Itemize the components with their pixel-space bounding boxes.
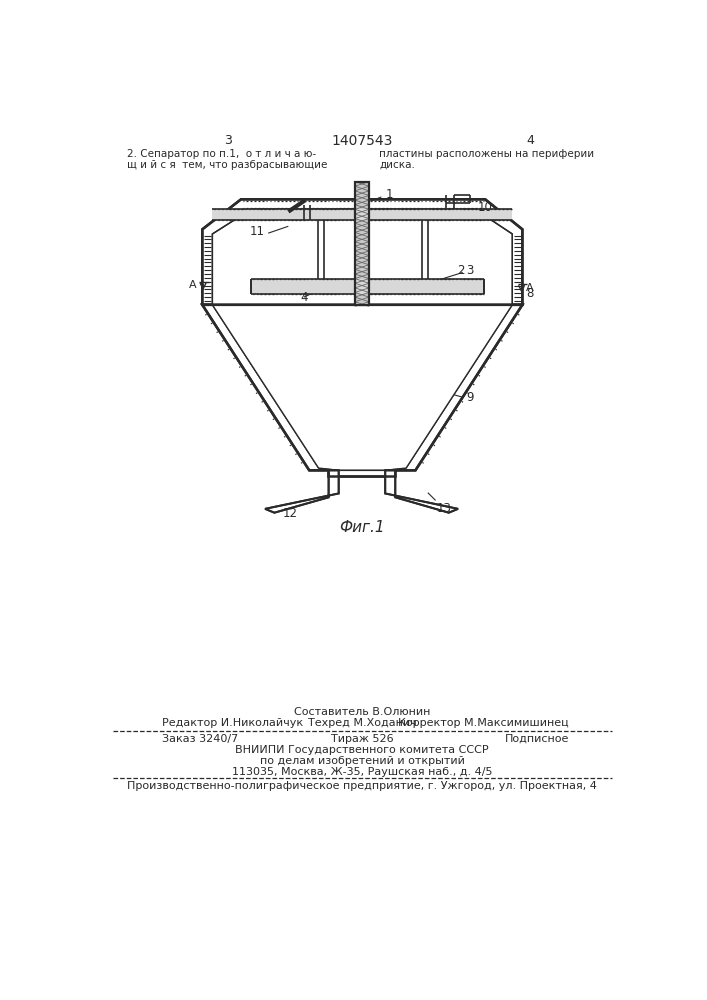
Text: 9: 9 [467,391,474,404]
Text: 4: 4 [526,134,534,147]
Text: по делам изобретений и открытий: по делам изобретений и открытий [259,756,464,766]
Polygon shape [202,305,522,477]
Polygon shape [265,470,339,513]
Text: Заказ 3240/7: Заказ 3240/7 [162,734,238,744]
Text: Редактор И.Николайчук: Редактор И.Николайчук [162,718,303,728]
Text: ВНИИПИ Государственного комитета СССР: ВНИИПИ Государственного комитета СССР [235,745,489,755]
Text: A: A [526,283,534,293]
Text: пластины расположены на периферии: пластины расположены на периферии [379,149,594,159]
Bar [355,182,369,305]
Text: 4: 4 [300,291,308,304]
Polygon shape [212,305,513,470]
Text: A: A [188,280,196,290]
Bar [212,209,513,220]
Text: 12: 12 [282,507,298,520]
Text: Корректор М.Максимишинец: Корректор М.Максимишинец [398,718,569,728]
Text: 11: 11 [250,225,264,238]
Text: Подписное: Подписное [505,734,569,744]
Text: 13: 13 [437,502,452,515]
Text: Составитель В.Олюнин: Составитель В.Олюнин [294,707,430,717]
Polygon shape [212,305,513,469]
Text: 1407543: 1407543 [332,134,392,148]
Text: 2: 2 [457,264,464,277]
Bar [251,279,484,294]
Text: диска.: диска. [379,160,415,170]
Text: 113035, Москва, Ж-35, Раушская наб., д. 4/5: 113035, Москва, Ж-35, Раушская наб., д. … [232,767,492,777]
Polygon shape [385,470,458,513]
Text: Фиг.1: Фиг.1 [339,520,385,535]
Text: Техред М.Ходанич: Техред М.Ходанич [308,718,416,728]
Text: 2. Сепаратор по п.1,  о т л и ч а ю-: 2. Сепаратор по п.1, о т л и ч а ю- [127,149,316,159]
Bar [355,182,369,305]
Polygon shape [202,199,522,305]
Text: 1: 1 [385,188,392,201]
Text: 3: 3 [224,134,232,147]
Text: 10: 10 [477,201,492,214]
Text: 3: 3 [467,264,474,277]
Text: 8: 8 [526,287,534,300]
Text: щ и й с я  тем, что разбрасывающие: щ и й с я тем, что разбрасывающие [127,160,327,170]
Text: Тираж 526: Тираж 526 [331,734,393,744]
Text: Производственно-полиграфическое предприятие, г. Ужгород, ул. Проектная, 4: Производственно-полиграфическое предприя… [127,781,597,791]
Polygon shape [212,209,513,305]
